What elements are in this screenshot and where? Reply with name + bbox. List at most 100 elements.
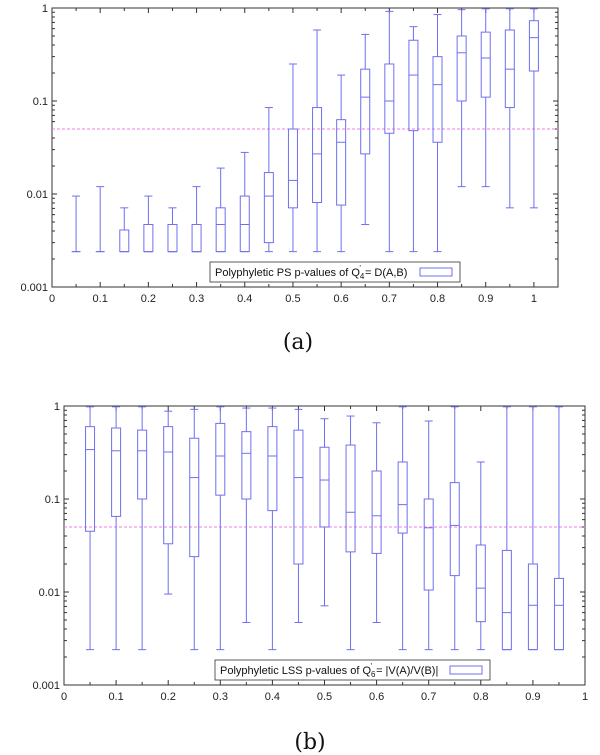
box-iqr bbox=[263, 172, 274, 244]
box-iqr bbox=[293, 429, 304, 565]
box-iqr bbox=[191, 223, 202, 253]
box-plot bbox=[215, 406, 226, 651]
x-tick-label: 0.4 bbox=[237, 293, 252, 305]
y-tick-label: 0.001 bbox=[20, 282, 48, 294]
x-tick-label: 1 bbox=[531, 293, 537, 305]
box-iqr bbox=[241, 431, 252, 500]
x-tick-label: 0.6 bbox=[333, 293, 348, 305]
x-tick-label: 0.9 bbox=[478, 293, 493, 305]
box-iqr bbox=[167, 223, 178, 253]
box-plot bbox=[312, 29, 323, 253]
x-tick-label: 0.8 bbox=[430, 293, 445, 305]
box-plot bbox=[527, 406, 538, 651]
box-iqr bbox=[345, 444, 356, 553]
box-iqr bbox=[384, 63, 395, 134]
box-plot bbox=[345, 415, 356, 651]
box-plot bbox=[360, 33, 371, 225]
box-plot bbox=[432, 14, 443, 253]
legend-label: Polyphyletic LSS p-values of Q6' = |V(A)… bbox=[220, 662, 438, 679]
box-iqr bbox=[397, 461, 408, 534]
box-iqr bbox=[336, 119, 347, 206]
box-iqr bbox=[423, 498, 434, 591]
box-plot bbox=[189, 408, 200, 651]
box-iqr bbox=[143, 223, 154, 253]
box-iqr bbox=[267, 426, 278, 512]
box-plot bbox=[475, 461, 486, 651]
legend-box bbox=[214, 659, 491, 681]
x-tick-label: 0.1 bbox=[93, 293, 108, 305]
box-plot bbox=[263, 107, 274, 253]
legend-swatch bbox=[419, 267, 453, 277]
box-iqr bbox=[189, 437, 200, 558]
box-iqr bbox=[449, 482, 460, 577]
box-iqr bbox=[371, 470, 382, 554]
y-tick-label: 0.1 bbox=[45, 494, 60, 506]
box-plot bbox=[449, 406, 460, 651]
x-tick-label: 0 bbox=[49, 293, 55, 305]
panel-b: 0.001 0.01 0.1 1 0 0.1 0.2 0.3 0.4 0.5 0.6 0.7 0.8 0.… bbox=[32, 401, 588, 703]
x-tick-label: 0.4 bbox=[265, 691, 280, 703]
x-tick-label: 0.5 bbox=[317, 691, 332, 703]
box-plot bbox=[163, 410, 174, 595]
box-plot bbox=[167, 207, 178, 253]
box-plot bbox=[119, 207, 130, 253]
box-plot bbox=[267, 407, 278, 651]
box-iqr bbox=[287, 128, 298, 209]
box-plot bbox=[504, 8, 515, 209]
x-tick-label: 0.3 bbox=[189, 293, 204, 305]
legend-box bbox=[209, 261, 461, 283]
y-tick-label: 0.1 bbox=[33, 96, 48, 108]
x-tick-label: 0.6 bbox=[369, 691, 384, 703]
y-tick-label: 1 bbox=[42, 3, 48, 15]
box-plot bbox=[239, 151, 250, 253]
box-iqr bbox=[215, 422, 226, 496]
legend-label: Polyphyletic PS p-values of Q4' = D(A,B) bbox=[215, 264, 407, 281]
panel-a: 0.001 0.01 0.1 1 0 0.1 0.2 0.3 0.4 0.5 0.6 0.7 0.8 0.… bbox=[20, 3, 559, 305]
box-plot bbox=[456, 9, 467, 188]
box-iqr bbox=[501, 549, 512, 651]
legend-swatch bbox=[449, 665, 483, 675]
box-iqr bbox=[553, 577, 564, 651]
box-plot bbox=[137, 406, 148, 651]
x-tick-label: 0 bbox=[61, 691, 67, 703]
box-plot bbox=[319, 418, 330, 607]
x-tick-label: 0.2 bbox=[161, 691, 176, 703]
box-plot bbox=[85, 406, 96, 651]
box-plot bbox=[95, 186, 105, 253]
y-tick-label: 0.01 bbox=[39, 587, 60, 599]
box-plot bbox=[336, 74, 347, 253]
box-plot bbox=[397, 406, 408, 651]
box-plot bbox=[528, 8, 539, 209]
y-tick-label: 0.001 bbox=[32, 680, 60, 692]
x-tick-label: 1 bbox=[582, 691, 588, 703]
box-iqr bbox=[137, 429, 148, 500]
box-iqr bbox=[528, 20, 539, 72]
box-plot bbox=[293, 408, 304, 623]
box-plot bbox=[111, 406, 122, 651]
box-iqr bbox=[408, 39, 419, 132]
box-iqr bbox=[480, 31, 491, 98]
box-plot bbox=[553, 406, 564, 651]
x-tick-label: 0.2 bbox=[141, 293, 156, 305]
box-plot bbox=[501, 406, 512, 651]
box-iqr bbox=[119, 229, 130, 253]
box-iqr bbox=[85, 426, 96, 532]
box-iqr bbox=[239, 195, 250, 253]
caption-a: (a) bbox=[283, 330, 313, 355]
box-iqr bbox=[456, 35, 467, 102]
box-iqr bbox=[527, 563, 538, 651]
legend: Polyphyletic LSS p-values of Q6' = |V(A)… bbox=[214, 659, 491, 681]
box-plot bbox=[191, 186, 202, 253]
x-tick-label: 0.9 bbox=[525, 691, 540, 703]
box-plot bbox=[215, 167, 226, 253]
box-plot bbox=[408, 26, 419, 253]
legend: Polyphyletic PS p-values of Q4' = D(A,B) bbox=[209, 261, 461, 283]
box-iqr bbox=[163, 426, 174, 545]
box-iqr bbox=[111, 427, 122, 517]
box-plot bbox=[71, 195, 81, 253]
box-iqr bbox=[312, 107, 323, 204]
box-iqr bbox=[319, 446, 330, 528]
box-iqr bbox=[432, 56, 443, 143]
box-plot bbox=[480, 8, 491, 188]
